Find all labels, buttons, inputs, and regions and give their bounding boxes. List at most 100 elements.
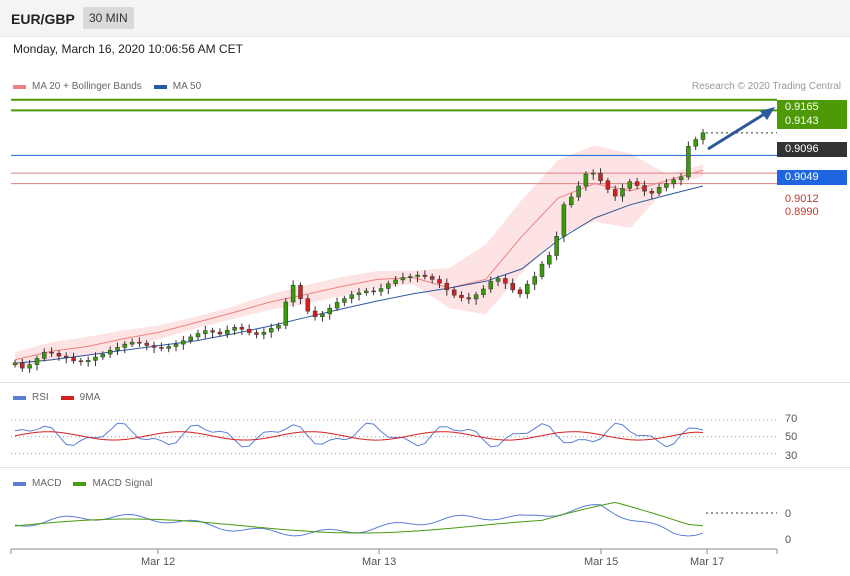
candle-body	[583, 173, 589, 187]
rsi-level-30: 30	[785, 450, 798, 462]
candle-body	[437, 279, 442, 284]
support-2-label: 0.8990	[785, 206, 819, 218]
candle-body	[305, 298, 311, 312]
candle-body	[656, 187, 662, 194]
rsi-line	[14, 422, 704, 448]
candle-body	[181, 340, 186, 345]
projection-arrow-shaft	[707, 111, 767, 151]
candle-body	[686, 146, 691, 178]
candle-body	[34, 358, 40, 365]
candle-body	[590, 172, 596, 175]
candle-body	[525, 283, 530, 295]
last-price-tag: 0.9096	[777, 142, 847, 157]
candle-body	[503, 278, 508, 284]
candle-body	[671, 179, 676, 184]
macd-zero-label-1: 0	[785, 508, 792, 520]
candle-body	[85, 360, 91, 363]
panel-divider-1	[0, 382, 850, 383]
resistance-2-tag: 0.9143	[777, 114, 847, 129]
candle-body	[122, 343, 128, 348]
candle-body	[547, 255, 552, 265]
candle-body	[495, 278, 501, 282]
bollinger-band-area	[15, 145, 703, 368]
candle-body	[137, 341, 142, 344]
candle-body	[627, 181, 633, 189]
candle-body	[649, 191, 655, 194]
candle-body	[400, 277, 406, 281]
timeframe-badge[interactable]: 30 MIN	[83, 7, 134, 29]
rsi-legend: RSI 9MA	[13, 392, 100, 403]
candle-body	[210, 330, 215, 333]
x-label-mar17: Mar 17	[690, 556, 725, 568]
panel-divider-2	[0, 467, 850, 468]
macd-legend-label: MACD	[32, 478, 62, 489]
candle-body	[173, 343, 179, 347]
signal-swatch	[73, 481, 87, 486]
support-1-label: 0.9012	[785, 193, 819, 205]
candle-body	[415, 274, 420, 277]
candle-body	[42, 351, 47, 359]
candle-body	[195, 333, 201, 338]
candle-body	[254, 332, 259, 335]
candle-body	[605, 180, 611, 190]
macd-swatch	[13, 481, 26, 486]
projection-arrow-head	[760, 107, 775, 120]
x-label-mar13: Mar 13	[362, 556, 397, 568]
candle-body	[532, 276, 537, 285]
candle-body	[371, 290, 376, 293]
candle-body	[642, 185, 647, 192]
candle-body	[166, 346, 171, 349]
candle-body	[261, 331, 267, 335]
candle-body	[100, 353, 106, 358]
candle-body	[598, 172, 603, 182]
candle-body	[700, 132, 706, 140]
candle-body	[225, 329, 230, 335]
ma20-line	[14, 169, 704, 361]
candle-body	[612, 189, 618, 197]
candle-body	[429, 276, 435, 280]
rsi-ma9-line	[14, 431, 704, 441]
candle-body	[569, 196, 574, 205]
ma50-line	[14, 185, 704, 364]
candle-body	[290, 284, 296, 303]
candle-body	[459, 294, 464, 298]
candle-body	[364, 290, 369, 294]
ma50-legend-label: MA 50	[172, 81, 202, 92]
candle-body	[159, 347, 164, 349]
candle-body	[144, 342, 150, 346]
ma9-swatch	[60, 395, 74, 400]
candle-body	[664, 183, 669, 188]
candle-body	[451, 289, 457, 296]
x-label-mar15: Mar 15	[584, 556, 619, 568]
candle-body	[12, 362, 18, 365]
candle-body	[466, 297, 472, 300]
candle-body	[356, 292, 362, 295]
candle-body	[334, 302, 340, 309]
rsi-level-70: 70	[785, 413, 798, 425]
candle-body	[312, 310, 318, 317]
candle-body	[232, 327, 237, 331]
candle-body	[378, 288, 384, 292]
macd-zero-label-2: 0	[785, 534, 792, 546]
candle-body	[634, 181, 640, 186]
candle-body	[56, 352, 62, 357]
rsi-legend-label: RSI	[32, 392, 49, 403]
ma50-swatch	[153, 84, 167, 89]
candle-body	[422, 274, 428, 277]
candle-body	[107, 350, 113, 355]
macd-signal-line	[14, 501, 704, 534]
candle-body	[481, 288, 486, 295]
candle-body	[203, 330, 208, 334]
pivot-tag: 0.9049	[777, 170, 847, 185]
rsi-level-50: 50	[785, 431, 798, 443]
macd-legend: MACD MACD Signal	[13, 478, 152, 489]
candle-body	[342, 298, 347, 303]
x-label-mar12: Mar 12	[141, 556, 176, 568]
candle-body	[620, 188, 625, 197]
candle-body	[151, 345, 157, 348]
candle-body	[393, 279, 398, 284]
candle-body	[63, 355, 69, 358]
candle-body	[561, 204, 567, 237]
candle-body	[93, 356, 98, 361]
